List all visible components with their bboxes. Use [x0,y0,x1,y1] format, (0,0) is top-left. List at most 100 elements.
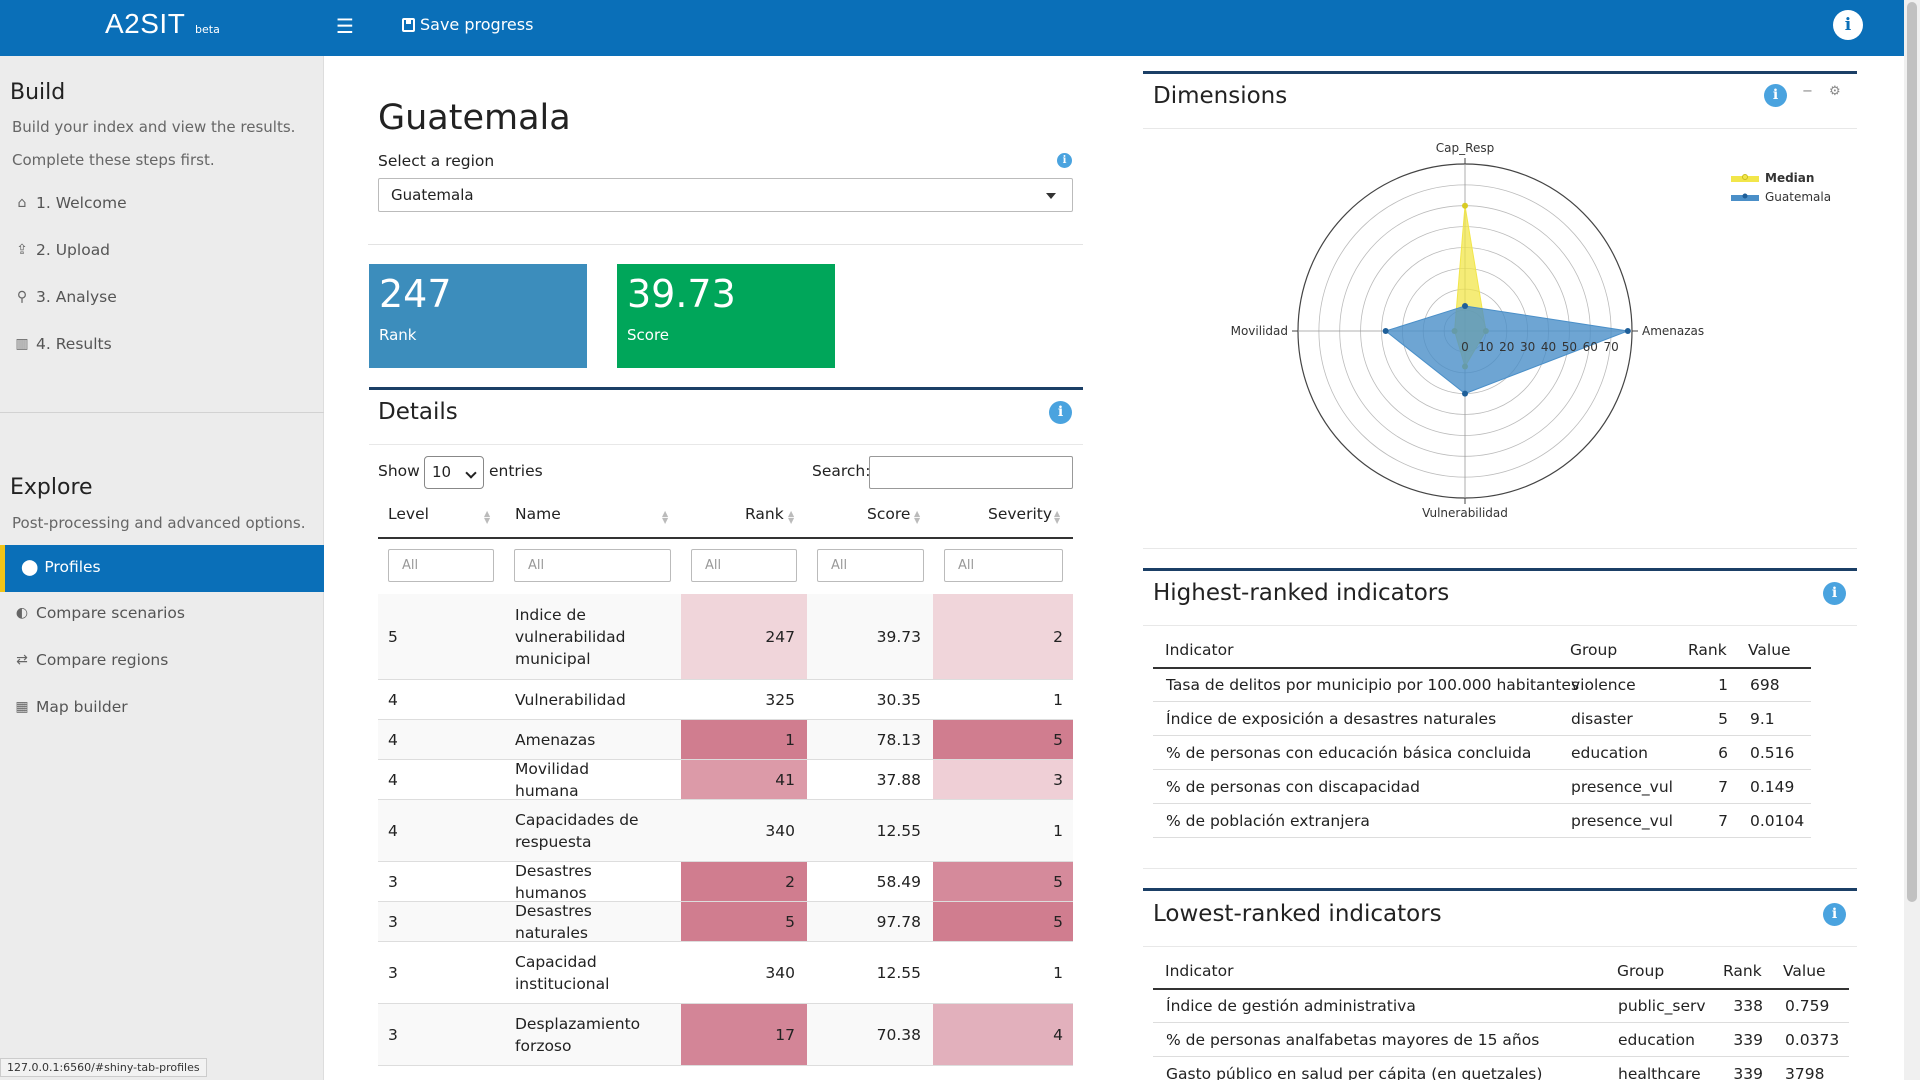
table-row[interactable]: 4 Amenazas 1 78.13 5 [378,720,1073,760]
column-header-score[interactable]: Score [867,505,911,523]
sidebar-divider [0,412,324,413]
cell-level: 4 [388,690,398,709]
page-scrollbar[interactable] [1904,0,1920,1080]
series-area-median [1454,205,1487,368]
filter-level-input[interactable]: All [388,549,494,582]
region-select[interactable]: Guatemala [378,178,1073,212]
sort-icon[interactable]: ▲ ▼ [1054,509,1061,525]
column-header-level[interactable]: Level [388,505,429,523]
sidebar-item-profiles[interactable]: ⬤ Profiles [0,545,324,592]
table-row[interactable]: 4 Capacidades de respuesta 340 12.55 1 [378,800,1073,862]
table-header-line [378,537,1073,539]
legend-item-median[interactable]: Median [1731,171,1814,185]
cell-group: violence [1571,676,1636,694]
sidebar-item-welcome[interactable]: ⌂ 1. Welcome [14,194,127,212]
cell-indicator: % de personas analfabetas mayores de 15 … [1166,1031,1540,1049]
info-icon[interactable]: i [1057,153,1072,168]
table-row[interactable]: 3 Capacidad institucional 340 12.55 1 [378,942,1073,1004]
data-point [1462,302,1468,309]
sort-icon[interactable]: ▲ ▼ [662,509,669,525]
table-row[interactable]: 5 Indice de vulnerabilidad municipal 247 39… [378,594,1073,680]
sidebar-item-compare-regions[interactable]: ⇄ Compare regions [14,651,168,669]
info-icon[interactable]: i [1823,582,1846,605]
region-select-value: Guatemala [391,186,474,204]
cell-value: 9.1 [1750,710,1775,728]
sidebar-item-map-builder[interactable]: ▦ Map builder [14,698,127,716]
table-row[interactable]: 4 Vulnerabilidad 325 30.35 1 [378,680,1073,720]
filter-severity-input[interactable]: All [944,549,1063,582]
gear-icon[interactable]: ⚙ [1829,84,1841,99]
grid-ring [1339,205,1591,457]
sort-icon[interactable]: ▲ ▼ [788,509,795,525]
show-label: Show [378,462,420,480]
search-input[interactable] [869,456,1073,489]
filter-score-input[interactable]: All [817,549,924,582]
save-progress-label: Save progress [420,15,534,34]
sort-icon[interactable]: ▲ ▼ [914,509,921,525]
column-header-severity[interactable]: Severity [988,505,1053,523]
table-row[interactable]: 3 Desplazamiento forzoso 17 70.38 4 [378,1004,1073,1066]
details-panel-border [369,387,1083,390]
info-icon[interactable]: i [1764,84,1787,107]
row-divider [1153,837,1811,838]
data-point [1451,328,1458,334]
scrollbar-thumb[interactable] [1907,2,1917,902]
cell-rank: 17 [681,1004,807,1065]
radial-tick-label: 20 [1499,340,1514,354]
sidebar-item-results[interactable]: ▥ 4. Results [14,335,111,353]
sidebar-item-label: Profiles [44,558,101,576]
panel-header-divider [369,444,1083,445]
cell-group: public_serv [1618,997,1706,1015]
minimize-icon[interactable]: − [1802,84,1813,99]
info-icon[interactable]: i [1833,10,1863,40]
table-row[interactable]: 4 Movilidad humana 41 37.88 3 [378,760,1073,800]
sidebar-item-label: Compare scenarios [36,604,185,622]
filter-name-input[interactable]: All [514,549,671,582]
grid-ring [1422,288,1508,374]
cell-severity: 1 [1053,821,1063,840]
save-progress-button[interactable]: Save progress [402,15,533,34]
info-icon[interactable]: i [1823,903,1846,926]
cell-score: 12.55 [876,963,921,982]
table-row[interactable]: 3 Desastres naturales 5 97.78 5 [378,902,1073,942]
cell-name: Desplazamiento forzoso [515,1014,641,1055]
grid-ring [1318,184,1612,478]
column-header-rank[interactable]: Rank [745,505,784,523]
cell-rank: 6 [1718,744,1728,762]
table-row[interactable]: 3 Desastres humanos 2 58.49 5 [378,862,1073,902]
app-brand[interactable]: A2SIT [105,8,186,39]
column-header-name[interactable]: Name [515,505,561,523]
entries-select-value: 10 [432,463,452,481]
hamburger-icon[interactable]: ☰ [336,14,354,38]
cell-score: 30.35 [876,690,921,709]
info-icon[interactable]: i [1049,401,1072,424]
grid-ring [1443,309,1487,353]
radial-tick-label: 50 [1562,340,1577,354]
cell-rank: 5 [1718,710,1728,728]
row-divider [1153,1022,1849,1023]
panel-header-divider [1143,946,1857,947]
row-divider [1153,701,1811,702]
details-title: Details [378,399,458,425]
score-label: Score [627,326,670,344]
sidebar-item-analyse[interactable]: ⚲ 3. Analyse [14,288,117,306]
cell-value: 0.759 [1785,997,1830,1015]
cell-group: disaster [1571,710,1633,728]
cell-rank: 340 [765,963,795,982]
entries-select[interactable]: 10 [424,456,484,489]
legend-label-guatemala: Guatemala [1765,190,1832,204]
sidebar-item-label: 3. Analyse [36,288,117,306]
sidebar-item-label: Compare regions [36,651,169,669]
sidebar-item-compare-scenarios[interactable]: ◐ Compare scenarios [14,604,185,622]
cell-name: Desastres naturales [515,901,592,942]
cell-rank: 7 [1718,778,1728,796]
cell-rank: 1 [681,720,807,759]
grid-ring [1402,267,1529,394]
status-url-tooltip: 127.0.0.1:6560/#shiny-tab-profiles [0,1058,207,1077]
data-point [1482,328,1489,334]
axis-label: Amenazas [1642,324,1704,338]
legend-item-guatemala[interactable]: Guatemala [1731,190,1831,204]
filter-rank-input[interactable]: All [691,549,797,582]
sort-icon[interactable]: ▲ ▼ [484,509,491,525]
sidebar-item-upload[interactable]: ⇪ 2. Upload [14,241,110,259]
